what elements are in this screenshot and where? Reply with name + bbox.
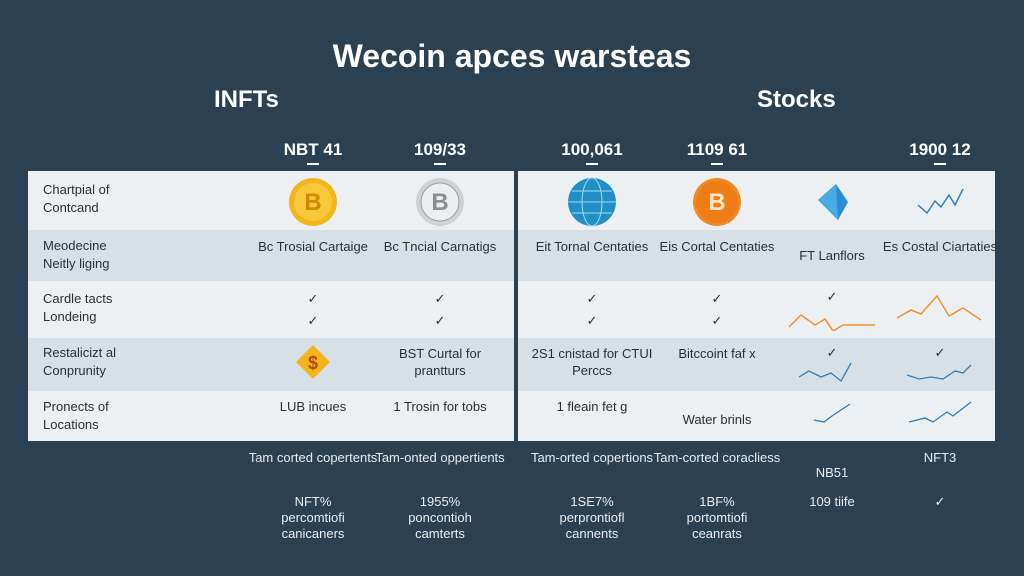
- check-icon: ✓ ✓: [586, 291, 598, 328]
- check-icon: ✓ ✓: [307, 291, 319, 328]
- svg-text:$: $: [308, 353, 318, 373]
- footer-cell: Tam-corted coracliess: [653, 450, 781, 465]
- row-label: Restalicizt al Conprunity: [43, 345, 116, 378]
- check-icon: ✓ ✓: [711, 291, 723, 328]
- table-cell: Bitccoint faf x: [678, 346, 756, 361]
- table-cell: Eit Tornal Centaties: [535, 239, 649, 254]
- bitcoin-silver-icon: B: [375, 177, 505, 227]
- check-icon: ✓: [934, 494, 946, 509]
- footer-cell: Tam-onted oppertients: [375, 450, 505, 465]
- table-cell: Es Costal Ciartaties: [882, 239, 998, 254]
- section-stocks: Stocks: [757, 86, 836, 113]
- footer-cell: 109 tiife: [809, 494, 855, 509]
- sparkline-blue-icon: [875, 185, 1005, 215]
- footer-cell: 1955% poncontioh camterts: [408, 494, 472, 541]
- sparkline-blue-icon: ✓: [875, 344, 1005, 383]
- column-header[interactable]: 100,061: [522, 140, 662, 165]
- table-cell: Eis Cortal Centaties: [659, 239, 775, 254]
- svg-text:B: B: [431, 189, 448, 216]
- table-cell: BST Curtal for prantturs: [398, 346, 482, 378]
- svg-text:B: B: [304, 189, 321, 216]
- table-cell: FT Lanflors: [799, 248, 865, 263]
- table-cell: Water brinls: [682, 412, 752, 427]
- dollar-diamond-icon: $: [248, 344, 378, 380]
- table-cell: 2S1 cnistad for CTUI Perccs: [531, 346, 653, 378]
- row-label: Chartpial of Contcand: [43, 182, 110, 215]
- sparkline-blue-icon: [875, 400, 1005, 426]
- footer-cell: Tam corted copertents: [248, 450, 378, 465]
- row-label: Meodecine Neitly liging: [43, 238, 110, 271]
- bitcoin-orange-icon: B: [652, 177, 782, 227]
- footer-cell: Tam-orted copertions: [530, 450, 654, 465]
- table-cell: LUB incues: [279, 399, 347, 414]
- globe-icon: [527, 177, 657, 227]
- page-title: Wecoin apces warsteas: [332, 38, 692, 74]
- stocks-table: [518, 171, 995, 441]
- footer-cell: NFT3: [923, 450, 957, 465]
- footer-cell: 1BF% portomtiofi ceanrats: [686, 494, 748, 541]
- footer-cell: 1SE7% perprontiofl cannents: [559, 494, 625, 541]
- diamond-icon: [767, 182, 897, 222]
- column-header[interactable]: 1900 12: [870, 140, 1010, 165]
- footer-cell: NFT% percomtiofi canicaners: [281, 494, 345, 541]
- footer-cell: NB51: [815, 465, 849, 480]
- check-icon: ✓ ✓: [434, 291, 446, 328]
- sparkline-blue-icon: ✓: [767, 344, 897, 383]
- column-header[interactable]: 1109 61: [647, 140, 787, 165]
- table-cell: Bc Tncial Carnatigs: [383, 239, 497, 254]
- svg-text:B: B: [708, 189, 725, 216]
- table-cell: Bc Trosial Cartaige: [258, 239, 368, 254]
- table-cell: 1 fleain fet g: [556, 399, 628, 414]
- sparkline-blue-icon: [767, 402, 897, 426]
- row-label: Pronects of Locations: [43, 399, 109, 432]
- sparkline-orange-icon: ✓: [767, 288, 897, 331]
- column-header[interactable]: NBT 41: [243, 140, 383, 165]
- row-label: Cardle tacts Londeing: [43, 291, 113, 324]
- bitcoin-gold-icon: B: [248, 177, 378, 227]
- column-header[interactable]: 109/33: [370, 140, 510, 165]
- section-nfts: INFTs: [214, 86, 279, 113]
- table-cell: 1 Trosin for tobs: [393, 399, 487, 414]
- sparkline-orange-icon: [875, 292, 1005, 324]
